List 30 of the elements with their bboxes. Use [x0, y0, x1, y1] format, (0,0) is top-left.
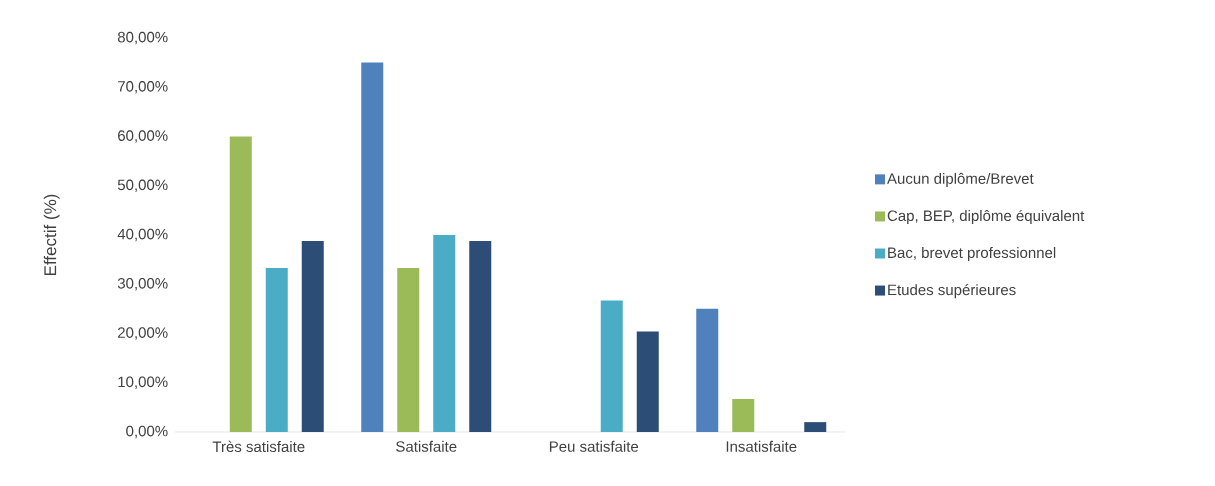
y-axis-title: Effectif (%): [43, 194, 60, 275]
x-tick-label: Insatisfaite: [726, 440, 797, 452]
bar: [732, 398, 755, 432]
bar: [804, 422, 827, 432]
bar: [361, 62, 384, 432]
bar: [229, 136, 252, 432]
y-tick-label: 50,00%: [117, 179, 168, 192]
bar: [433, 234, 456, 432]
bar: [636, 331, 659, 432]
y-tick-label: 80,00%: [117, 31, 168, 45]
bar: [265, 267, 288, 432]
bar: [469, 240, 492, 432]
bar: [600, 300, 623, 432]
bar: [397, 267, 420, 432]
y-tick-label: 60,00%: [118, 130, 168, 143]
x-tick-label: Très satisfaite: [212, 440, 305, 453]
legend-label: Aucun diplôme/Brevet: [887, 172, 1034, 187]
y-tick-label: 40,00%: [117, 228, 168, 242]
y-tick-label: 30,00%: [117, 278, 168, 291]
bar: [301, 240, 324, 432]
y-tick-label: 0,00%: [126, 425, 168, 439]
x-tick-label: Satisfaite: [396, 440, 457, 452]
legend-label: Etudes supérieures: [888, 283, 1016, 299]
y-tick-label: 70,00%: [118, 81, 168, 94]
y-tick-label: 20,00%: [118, 327, 168, 340]
y-tick-label: 10,00%: [118, 376, 168, 389]
bar: [696, 308, 719, 432]
legend-label: Cap, BEP, diplôme équivalent: [887, 209, 1085, 225]
x-tick-label: Peu satisfaite: [549, 440, 639, 452]
legend-label: Bac, brevet professionnel: [888, 247, 1056, 261]
